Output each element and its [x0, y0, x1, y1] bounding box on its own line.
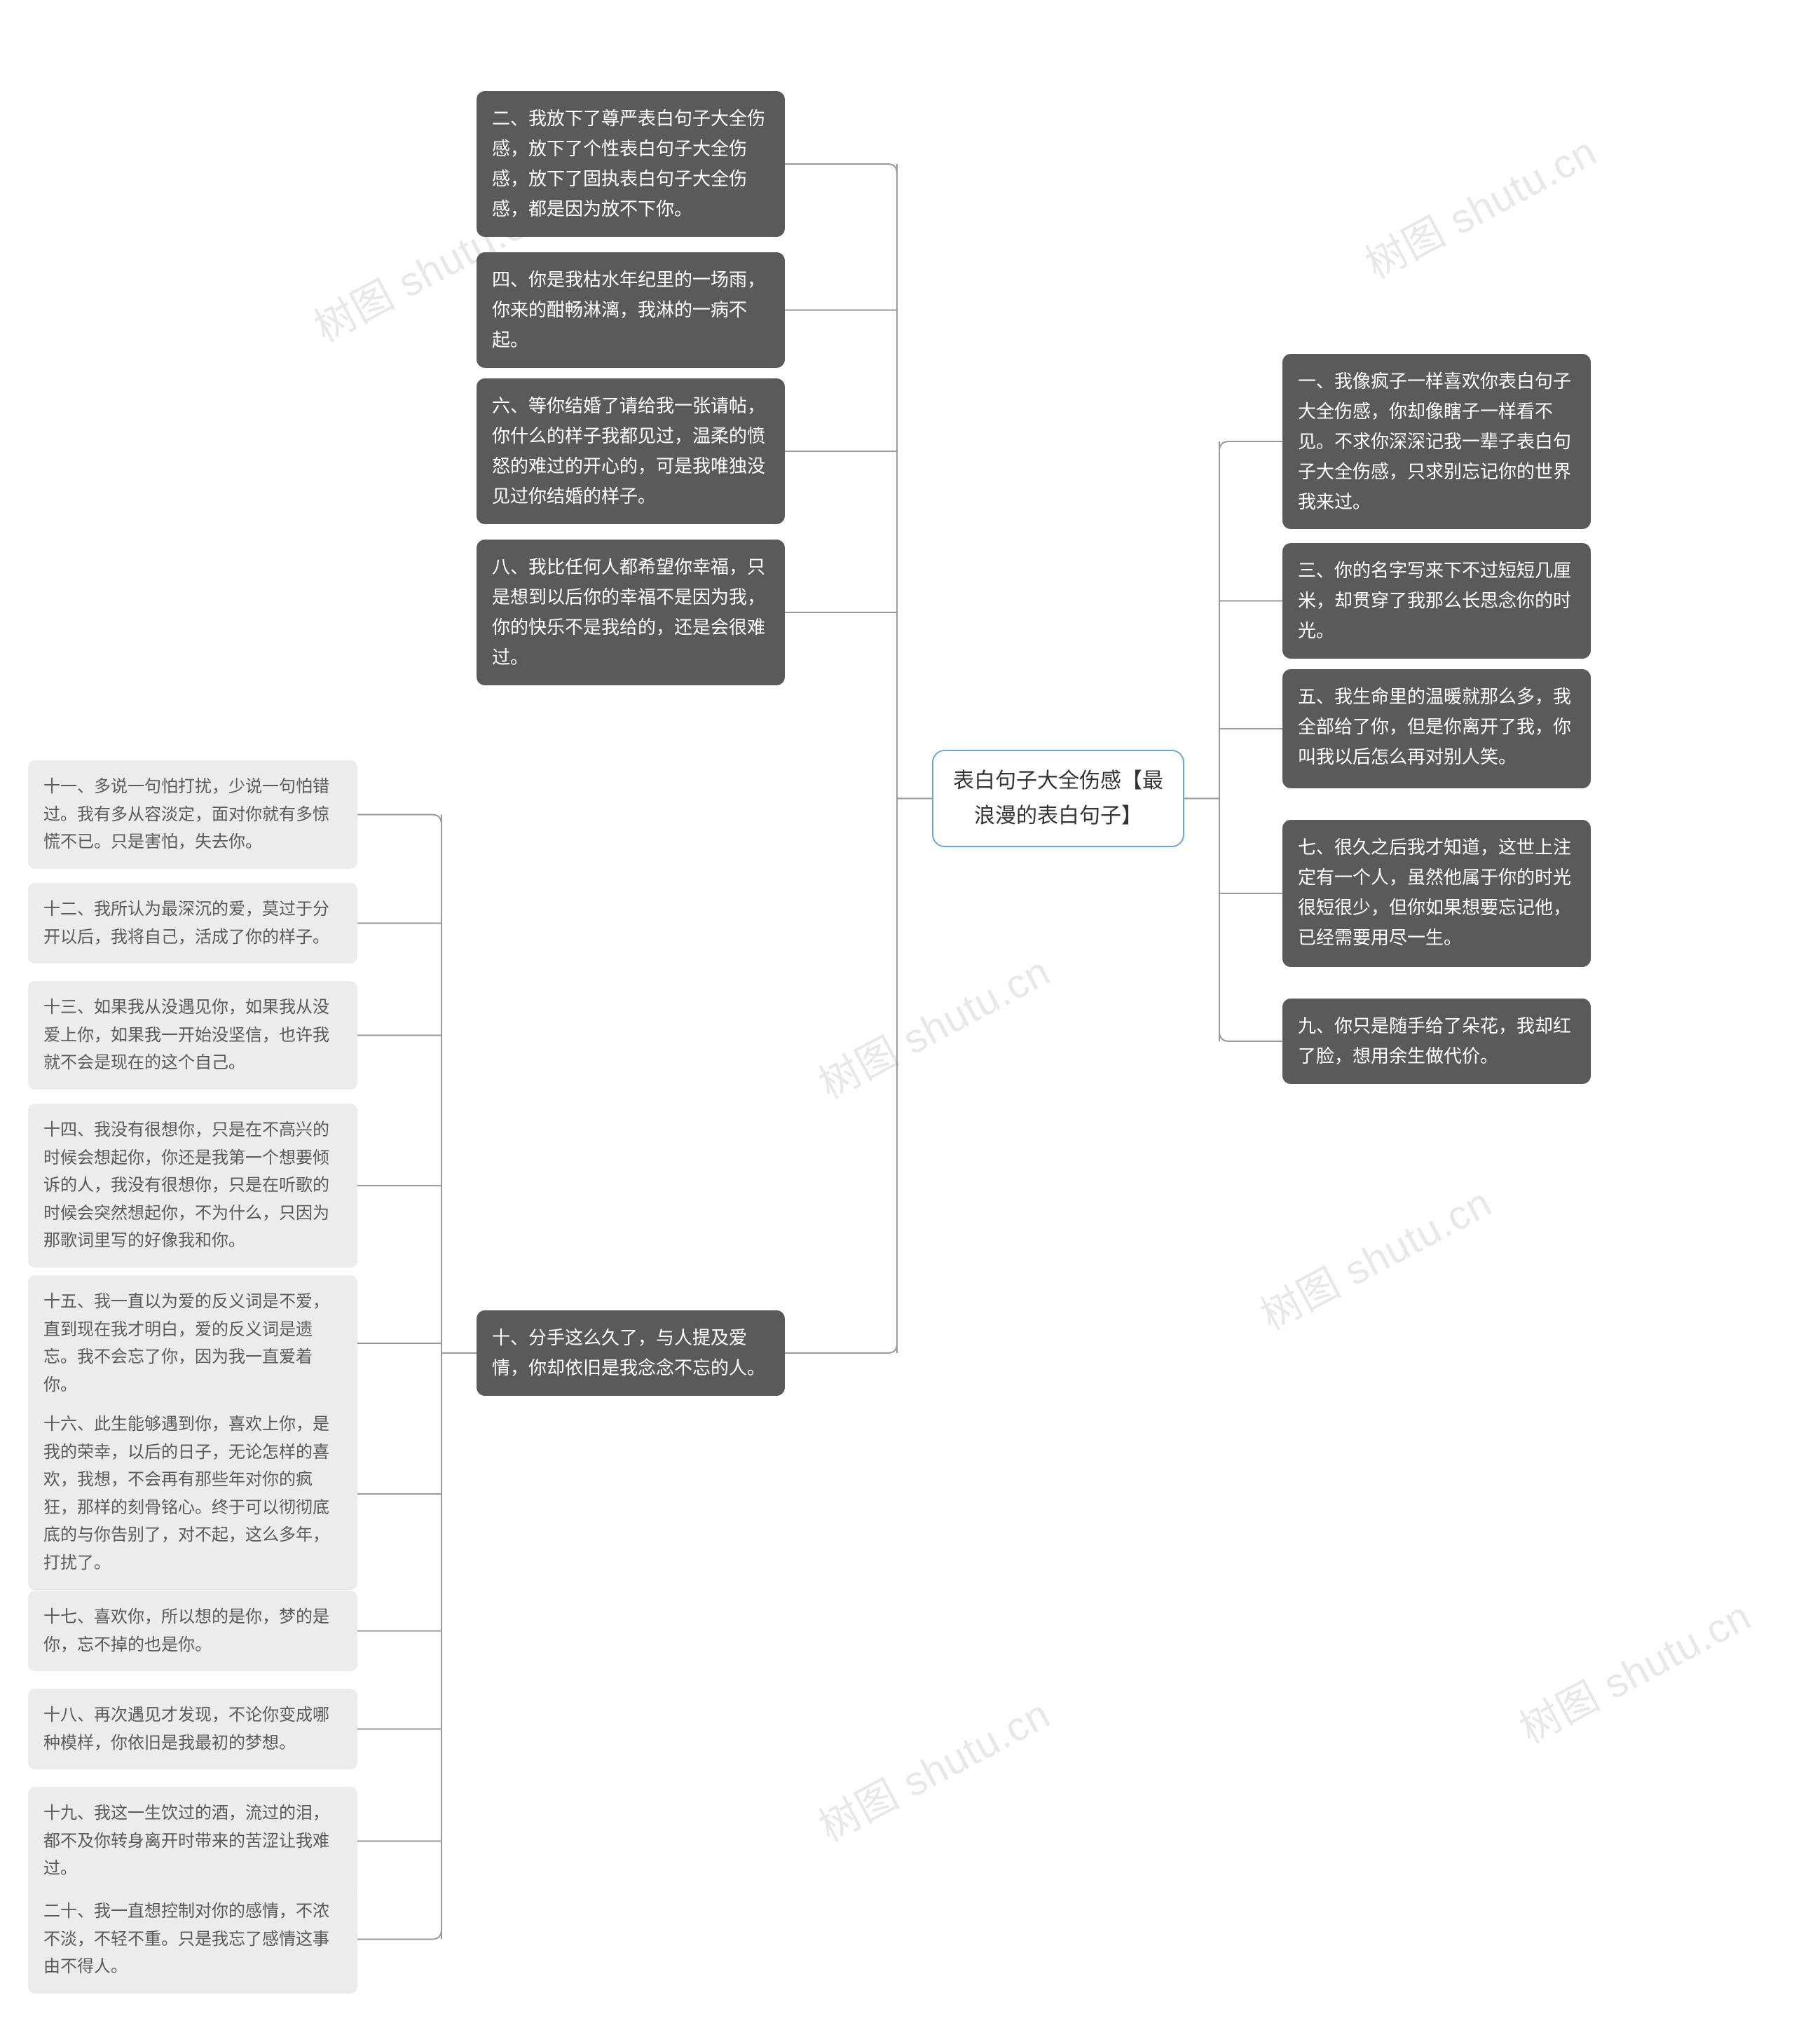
node-text: 五、我生命里的温暖就那么多，我全部给了你，但是你离开了我，你叫我以后怎么再对别人…: [1298, 686, 1571, 767]
node-text: 九、你只是随手给了朵花，我却红了脸，想用余生做代价。: [1298, 1015, 1571, 1066]
mindmap-node: 十六、此生能够遇到你，喜欢上你，是我的荣幸，以后的日子，无论怎样的喜欢，我想，不…: [28, 1398, 357, 1590]
mindmap-node: 八、我比任何人都希望你幸福，只是想到以后你的幸福不是因为我，你的快乐不是我给的，…: [477, 540, 785, 685]
mindmap-node: 二十、我一直想控制对你的感情，不浓不淡，不轻不重。只是我忘了感情这事由不得人。: [28, 1885, 357, 1994]
node-text: 表白句子大全伤感【最浪漫的表白句子】: [953, 769, 1163, 828]
node-text: 三、你的名字写来下不过短短几厘米，却贯穿了我那么长思念你的时光。: [1298, 560, 1571, 641]
node-text: 十三、如果我从没遇见你，如果我从没爱上你，如果我一开始没坚信，也许我就不会是现在…: [43, 998, 329, 1072]
node-text: 八、我比任何人都希望你幸福，只是想到以后你的幸福不是因为我，你的快乐不是我给的，…: [492, 556, 765, 668]
mindmap-node: 十五、我一直以为爱的反义词是不爱，直到现在我才明白，爱的反义词是遗忘。我不会忘了…: [28, 1275, 357, 1411]
node-text: 十二、我所认为最深沉的爱，莫过于分开以后，我将自己，活成了你的样子。: [43, 900, 329, 947]
mindmap-node: 十三、如果我从没遇见你，如果我从没爱上你，如果我一开始没坚信，也许我就不会是现在…: [28, 981, 357, 1090]
node-text: 十一、多说一句怕打扰，少说一句怕错过。我有多从容淡定，面对你就有多惊慌不已。只是…: [43, 777, 329, 851]
node-text: 十六、此生能够遇到你，喜欢上你，是我的荣幸，以后的日子，无论怎样的喜欢，我想，不…: [43, 1415, 329, 1572]
mindmap-node: 十、分手这么久了，与人提及爱情，你却依旧是我念念不忘的人。: [477, 1310, 785, 1396]
node-text: 六、等你结婚了请给我一张请帖，你什么的样子我都见过，温柔的愤怒的难过的开心的，可…: [492, 395, 765, 507]
mindmap-node: 三、你的名字写来下不过短短几厘米，却贯穿了我那么长思念你的时光。: [1282, 543, 1591, 659]
node-text: 十五、我一直以为爱的反义词是不爱，直到现在我才明白，爱的反义词是遗忘。我不会忘了…: [43, 1292, 329, 1394]
node-text: 四、你是我枯水年纪里的一场雨，你来的酣畅淋漓，我淋的一病不起。: [492, 269, 765, 350]
mindmap-node: 十八、再次遇见才发现，不论你变成哪种模样，你依旧是我最初的梦想。: [28, 1689, 357, 1769]
mindmap-node: 十九、我这一生饮过的酒，流过的泪，都不及你转身离开时带来的苦涩让我难过。: [28, 1787, 357, 1895]
node-text: 七、很久之后我才知道，这世上注定有一个人，虽然他属于你的时光很短很少，但你如果想…: [1298, 837, 1571, 948]
node-text: 十四、我没有很想你，只是在不高兴的时候会想起你，你还是我第一个想要倾诉的人，我没…: [43, 1120, 329, 1250]
mindmap-node: 二、我放下了尊严表白句子大全伤感，放下了个性表白句子大全伤感，放下了固执表白句子…: [477, 91, 785, 237]
mindmap-node: 一、我像疯子一样喜欢你表白句子大全伤感，你却像瞎子一样看不见。不求你深深记我一辈…: [1282, 354, 1591, 529]
mindmap-node: 表白句子大全伤感【最浪漫的表白句子】: [932, 750, 1184, 847]
mindmap-node: 五、我生命里的温暖就那么多，我全部给了你，但是你离开了我，你叫我以后怎么再对别人…: [1282, 669, 1591, 788]
mindmap-node: 十四、我没有很想你，只是在不高兴的时候会想起你，你还是我第一个想要倾诉的人，我没…: [28, 1104, 357, 1268]
mindmap-node: 四、你是我枯水年纪里的一场雨，你来的酣畅淋漓，我淋的一病不起。: [477, 252, 785, 368]
mindmap-node: 十七、喜欢你，所以想的是你，梦的是你，忘不掉的也是你。: [28, 1591, 357, 1671]
node-text: 二十、我一直想控制对你的感情，不浓不淡，不轻不重。只是我忘了感情这事由不得人。: [43, 1902, 329, 1976]
mindmap-node: 十一、多说一句怕打扰，少说一句怕错过。我有多从容淡定，面对你就有多惊慌不已。只是…: [28, 760, 357, 869]
node-text: 十七、喜欢你，所以想的是你，梦的是你，忘不掉的也是你。: [43, 1607, 329, 1654]
mindmap-node: 十二、我所认为最深沉的爱，莫过于分开以后，我将自己，活成了你的样子。: [28, 883, 357, 963]
node-text: 二、我放下了尊严表白句子大全伤感，放下了个性表白句子大全伤感，放下了固执表白句子…: [492, 108, 765, 219]
node-text: 一、我像疯子一样喜欢你表白句子大全伤感，你却像瞎子一样看不见。不求你深深记我一辈…: [1298, 371, 1571, 512]
mindmap-node: 九、你只是随手给了朵花，我却红了脸，想用余生做代价。: [1282, 999, 1591, 1084]
node-text: 十、分手这么久了，与人提及爱情，你却依旧是我念念不忘的人。: [492, 1327, 765, 1378]
mindmap-node: 六、等你结婚了请给我一张请帖，你什么的样子我都见过，温柔的愤怒的难过的开心的，可…: [477, 378, 785, 524]
node-text: 十八、再次遇见才发现，不论你变成哪种模样，你依旧是我最初的梦想。: [43, 1706, 329, 1753]
node-text: 十九、我这一生饮过的酒，流过的泪，都不及你转身离开时带来的苦涩让我难过。: [43, 1804, 329, 1878]
mindmap-node: 七、很久之后我才知道，这世上注定有一个人，虽然他属于你的时光很短很少，但你如果想…: [1282, 820, 1591, 967]
